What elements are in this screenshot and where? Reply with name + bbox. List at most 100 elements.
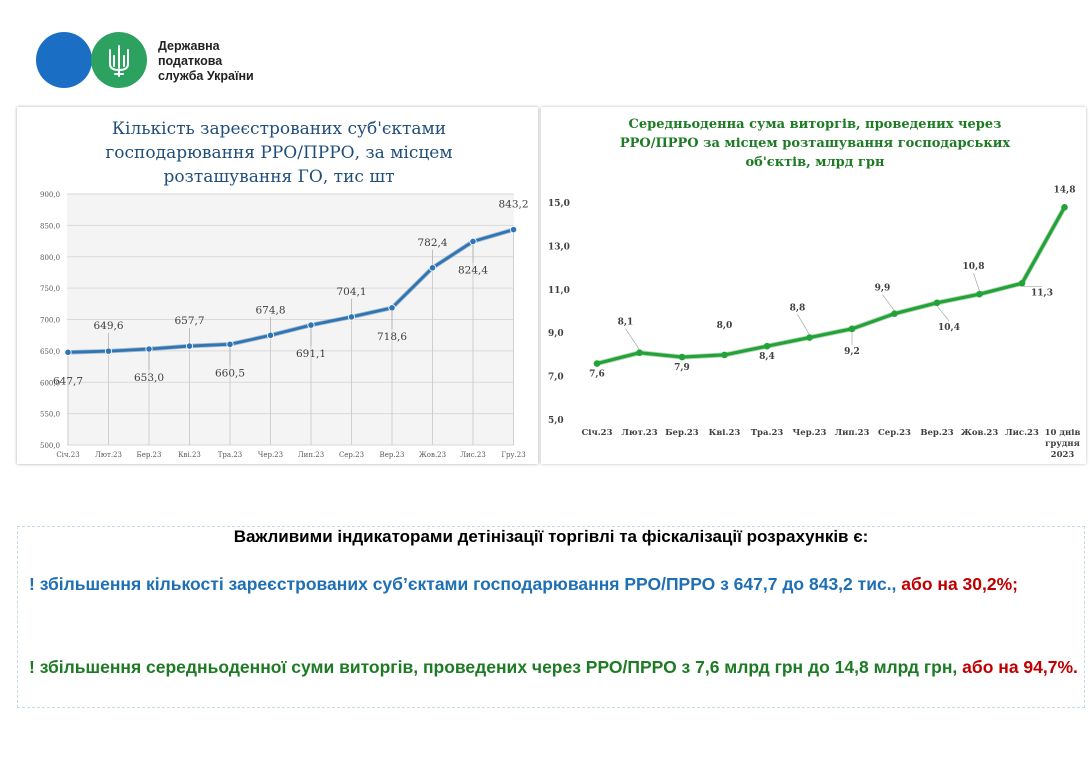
y-tick-label: 700,0 (40, 317, 60, 325)
data-label: 8,4 (759, 352, 775, 362)
label-leader (973, 273, 980, 292)
dps-logo: Державна податкова служба України (36, 30, 296, 90)
data-label: 8,8 (790, 304, 806, 314)
x-tick-label: Гру.23 (501, 451, 525, 459)
y-tick-label: 850,0 (40, 222, 60, 230)
data-point (145, 345, 153, 353)
data-point (806, 334, 813, 341)
data-point (593, 360, 601, 367)
y-tick-label: 5,0 (548, 416, 564, 426)
data-point (1061, 204, 1068, 211)
data-label: 691,1 (296, 348, 326, 360)
x-tick-label: Вер.23 (380, 451, 405, 459)
x-tick-label: Лис.23 (460, 451, 486, 459)
x-tick-label: Бер.23 (137, 451, 162, 459)
data-point (678, 353, 686, 361)
x-tick-label: Жов.23 (419, 451, 446, 459)
indicator-1-text: ! збільшення кількості зареєстрованих су… (29, 574, 897, 594)
data-point (226, 340, 234, 348)
series-line (67, 228, 514, 354)
x-tick-label: Бер.23 (665, 428, 698, 438)
data-label: 824,4 (458, 264, 488, 276)
chart-panel-registered-rro: Кількість зареєстрованих суб'єктами госпо… (17, 107, 538, 464)
y-tick-label: 500,0 (40, 442, 60, 450)
trident-icon (109, 45, 129, 77)
logo-line-1: Державна (158, 39, 220, 53)
x-tick-label: Січ.23 (581, 428, 612, 438)
y-tick-label: 600,0 (40, 379, 60, 387)
x-tick-label: Лют.23 (95, 451, 122, 459)
x-tick-label: Кві.23 (178, 451, 201, 459)
data-label: 647,7 (53, 375, 83, 387)
indicator-item-1: ! збільшення кількості зареєстрованих су… (29, 570, 1078, 598)
x-tick-label: 10 днів (1045, 428, 1081, 438)
data-point (891, 310, 898, 317)
data-label: 657,7 (174, 315, 204, 327)
data-point (721, 351, 728, 359)
chart-title: розташування ГО, тис шт (163, 167, 394, 187)
data-label: 10,4 (938, 323, 960, 333)
data-label: 14,8 (1054, 185, 1076, 195)
data-label: 704,1 (336, 286, 366, 298)
chart-title: Кількість зареєстрованих суб'єктами (112, 119, 446, 139)
x-tick-label: Тра.23 (751, 428, 784, 438)
x-tick-label: Лют.23 (621, 428, 657, 438)
chart-title: Середньоденна сума виторгів, проведених … (629, 117, 1002, 132)
x-tick-label: 2023 (1051, 450, 1075, 460)
data-point (104, 347, 113, 355)
data-point (388, 304, 396, 312)
logo-line-2: податкова (158, 54, 223, 68)
data-point (307, 321, 315, 329)
data-point (636, 349, 643, 357)
data-point (266, 331, 275, 339)
label-leader (882, 294, 895, 311)
label-leader (797, 314, 810, 335)
data-label: 7,9 (674, 363, 690, 373)
logo-line-3: служба України (158, 69, 254, 83)
data-label: 649,6 (93, 320, 123, 332)
y-tick-label: 800,0 (40, 254, 60, 262)
data-label: 10,8 (963, 262, 985, 272)
x-tick-label: Січ.23 (56, 451, 79, 459)
data-point (185, 342, 194, 350)
x-tick-label: Тра.23 (218, 451, 242, 459)
data-label: 8,0 (717, 321, 733, 331)
data-label: 782,4 (417, 237, 447, 249)
y-tick-label: 750,0 (40, 285, 60, 293)
logo-blue-circle (36, 32, 92, 88)
data-label: 843,2 (498, 199, 528, 211)
data-label: 653,0 (134, 372, 164, 384)
data-point (347, 313, 356, 321)
data-point (64, 348, 72, 356)
indicator-item-2: ! збільшення середньоденної суми виторгі… (29, 653, 1078, 681)
data-point (1018, 279, 1026, 287)
series-line (596, 206, 1066, 366)
x-tick-label: Лип.23 (298, 451, 324, 459)
logo-text: Державна податкова служба України (158, 39, 254, 84)
label-leader (625, 328, 640, 350)
chart-title: РРО/ПРРО за місцем розташування господар… (620, 136, 1011, 151)
data-point (763, 342, 771, 350)
x-tick-label: Лип.23 (835, 428, 870, 438)
y-tick-label: 11,0 (548, 286, 570, 296)
data-label: 9,9 (875, 284, 891, 294)
x-tick-label: Лис.23 (1005, 428, 1039, 438)
y-tick-label: 7,0 (548, 373, 564, 383)
label-leader (936, 305, 950, 322)
chart-registered-rro: Кількість зареєстрованих суб'єктами госпо… (40, 119, 529, 459)
data-label: 8,1 (618, 318, 634, 328)
data-point (933, 299, 941, 307)
data-label: 718,6 (377, 331, 407, 343)
indicator-2-text: ! збільшення середньоденної суми виторгі… (29, 657, 958, 677)
data-label: 660,5 (215, 367, 245, 379)
x-tick-label: Жов.23 (961, 428, 999, 438)
y-tick-label: 900,0 (40, 191, 60, 199)
indicators-box: Важливими індикаторами детінізації торгі… (17, 526, 1085, 708)
data-label: 674,8 (255, 304, 285, 316)
data-point (509, 226, 518, 234)
data-label: 7,6 (589, 370, 605, 380)
data-label: 11,3 (1031, 288, 1053, 298)
data-point (428, 264, 437, 272)
data-point (976, 290, 983, 298)
y-tick-label: 15,0 (548, 199, 570, 209)
